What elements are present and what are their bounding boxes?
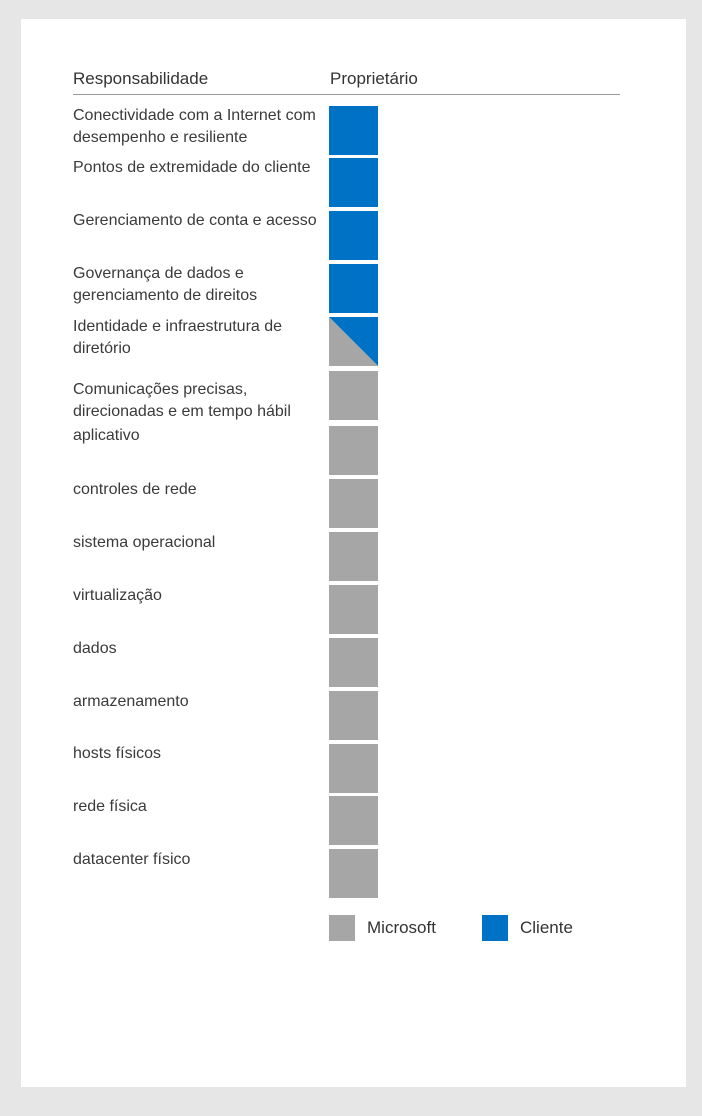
legend-swatch-customer: [482, 915, 508, 941]
responsibility-label: hosts físicos: [73, 745, 162, 762]
legend-label-customer: Cliente: [520, 918, 573, 937]
owner-box-microsoft: [329, 638, 378, 687]
owner-box-microsoft: [329, 426, 378, 475]
responsibility-label: controles de rede: [73, 481, 197, 498]
owner-box-microsoft: [329, 849, 378, 898]
responsibility-label: virtualização: [73, 587, 162, 604]
responsibility-label: Gerenciamento de conta e acesso: [73, 212, 317, 229]
responsibility-label: aplicativo: [73, 427, 140, 444]
responsibility-label: rede física: [73, 798, 147, 815]
legend-item-microsoft: Microsoft: [329, 915, 449, 941]
responsibility-label: Conectividade com a Internet com desempe…: [73, 107, 316, 146]
owner-box-customer: [329, 158, 378, 207]
owner-box-microsoft: [329, 796, 378, 845]
owner-column-header: Proprietário: [330, 69, 418, 88]
responsibility-label: Identidade e infraestrutura de diretório: [73, 318, 283, 357]
owner-box-microsoft: [329, 479, 378, 528]
owner-box-customer: [329, 211, 378, 260]
owner-box-microsoft: [329, 691, 378, 740]
responsibility-label: armazenamento: [73, 693, 189, 710]
legend-item-customer: Cliente: [482, 915, 602, 941]
responsibility-label: datacenter físico: [73, 851, 191, 868]
responsibility-matrix-card: Responsabilidade Proprietário Conectivid…: [21, 19, 686, 1087]
responsibility-label: Comunicações precisas, direcionadas e em…: [73, 381, 291, 420]
owner-box-shared: [329, 317, 378, 366]
owner-box-microsoft: [329, 532, 378, 581]
responsibility-column-header: Responsabilidade: [73, 69, 209, 88]
legend-swatch-microsoft: [329, 915, 355, 941]
legend-label-microsoft: Microsoft: [367, 918, 436, 937]
owner-box-microsoft: [329, 585, 378, 634]
owner-box-customer: [329, 264, 378, 313]
owner-box-customer: [329, 106, 378, 155]
header-divider: [73, 94, 620, 95]
responsibility-label: Pontos de extremidade do cliente: [73, 159, 311, 176]
responsibility-label: dados: [73, 640, 117, 657]
owner-box-microsoft: [329, 744, 378, 793]
responsibility-label: sistema operacional: [73, 534, 216, 551]
responsibility-label: Governança de dados e gerenciamento de d…: [73, 265, 258, 304]
owner-box-microsoft: [329, 371, 378, 420]
